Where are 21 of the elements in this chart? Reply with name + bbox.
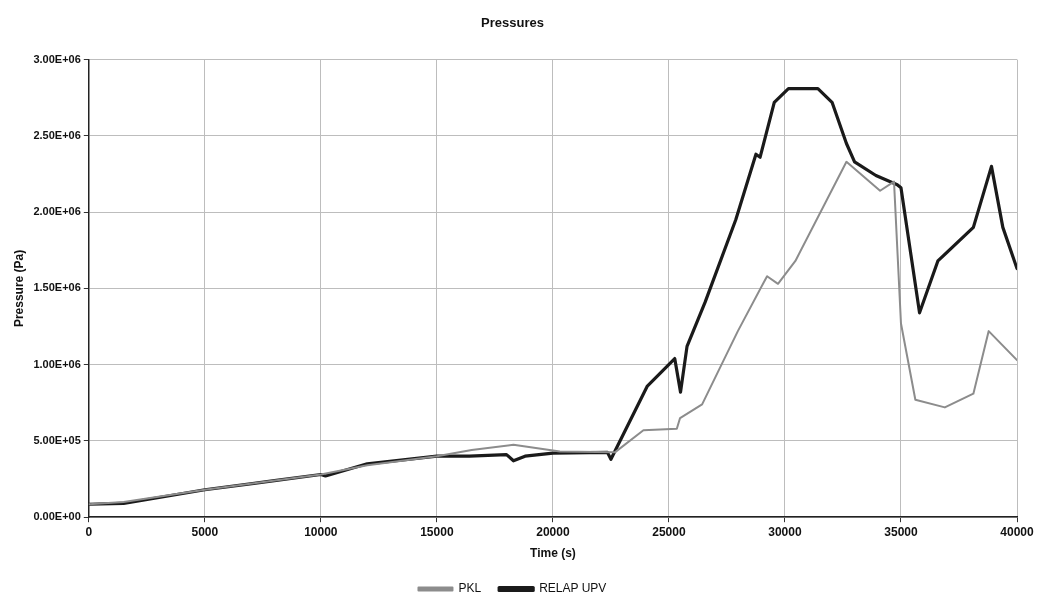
y-tick-label: 3.00E+06 bbox=[33, 52, 81, 65]
x-tick-label: 30000 bbox=[768, 524, 802, 539]
x-tick-label: 15000 bbox=[420, 524, 454, 539]
x-tick-label: 35000 bbox=[884, 524, 918, 539]
x-tick-label: 10000 bbox=[304, 524, 338, 539]
y-tick-label: 1.50E+06 bbox=[33, 281, 81, 294]
x-tick-label: 25000 bbox=[652, 524, 686, 539]
x-tick-label: 20000 bbox=[536, 524, 570, 539]
x-tick-label: 0 bbox=[85, 524, 93, 539]
y-tick-label: 0.00E+00 bbox=[33, 510, 81, 523]
chart-title: Pressures bbox=[481, 15, 544, 31]
x-axis-title: Time (s) bbox=[530, 546, 576, 561]
x-tick-label: 40000 bbox=[1000, 524, 1035, 539]
y-tick-label: 2.50E+06 bbox=[33, 128, 81, 141]
y-axis-title: Pressure (Pa) bbox=[11, 249, 26, 328]
y-tick-label: 1.00E+06 bbox=[33, 357, 81, 370]
y-tick-label: 2.00E+06 bbox=[33, 205, 81, 218]
legend-label: PKL bbox=[458, 581, 482, 596]
x-tick-label: 5000 bbox=[191, 524, 219, 539]
legend-label: RELAP UPV bbox=[539, 581, 607, 596]
y-tick-label: 5.00E+05 bbox=[33, 433, 81, 446]
